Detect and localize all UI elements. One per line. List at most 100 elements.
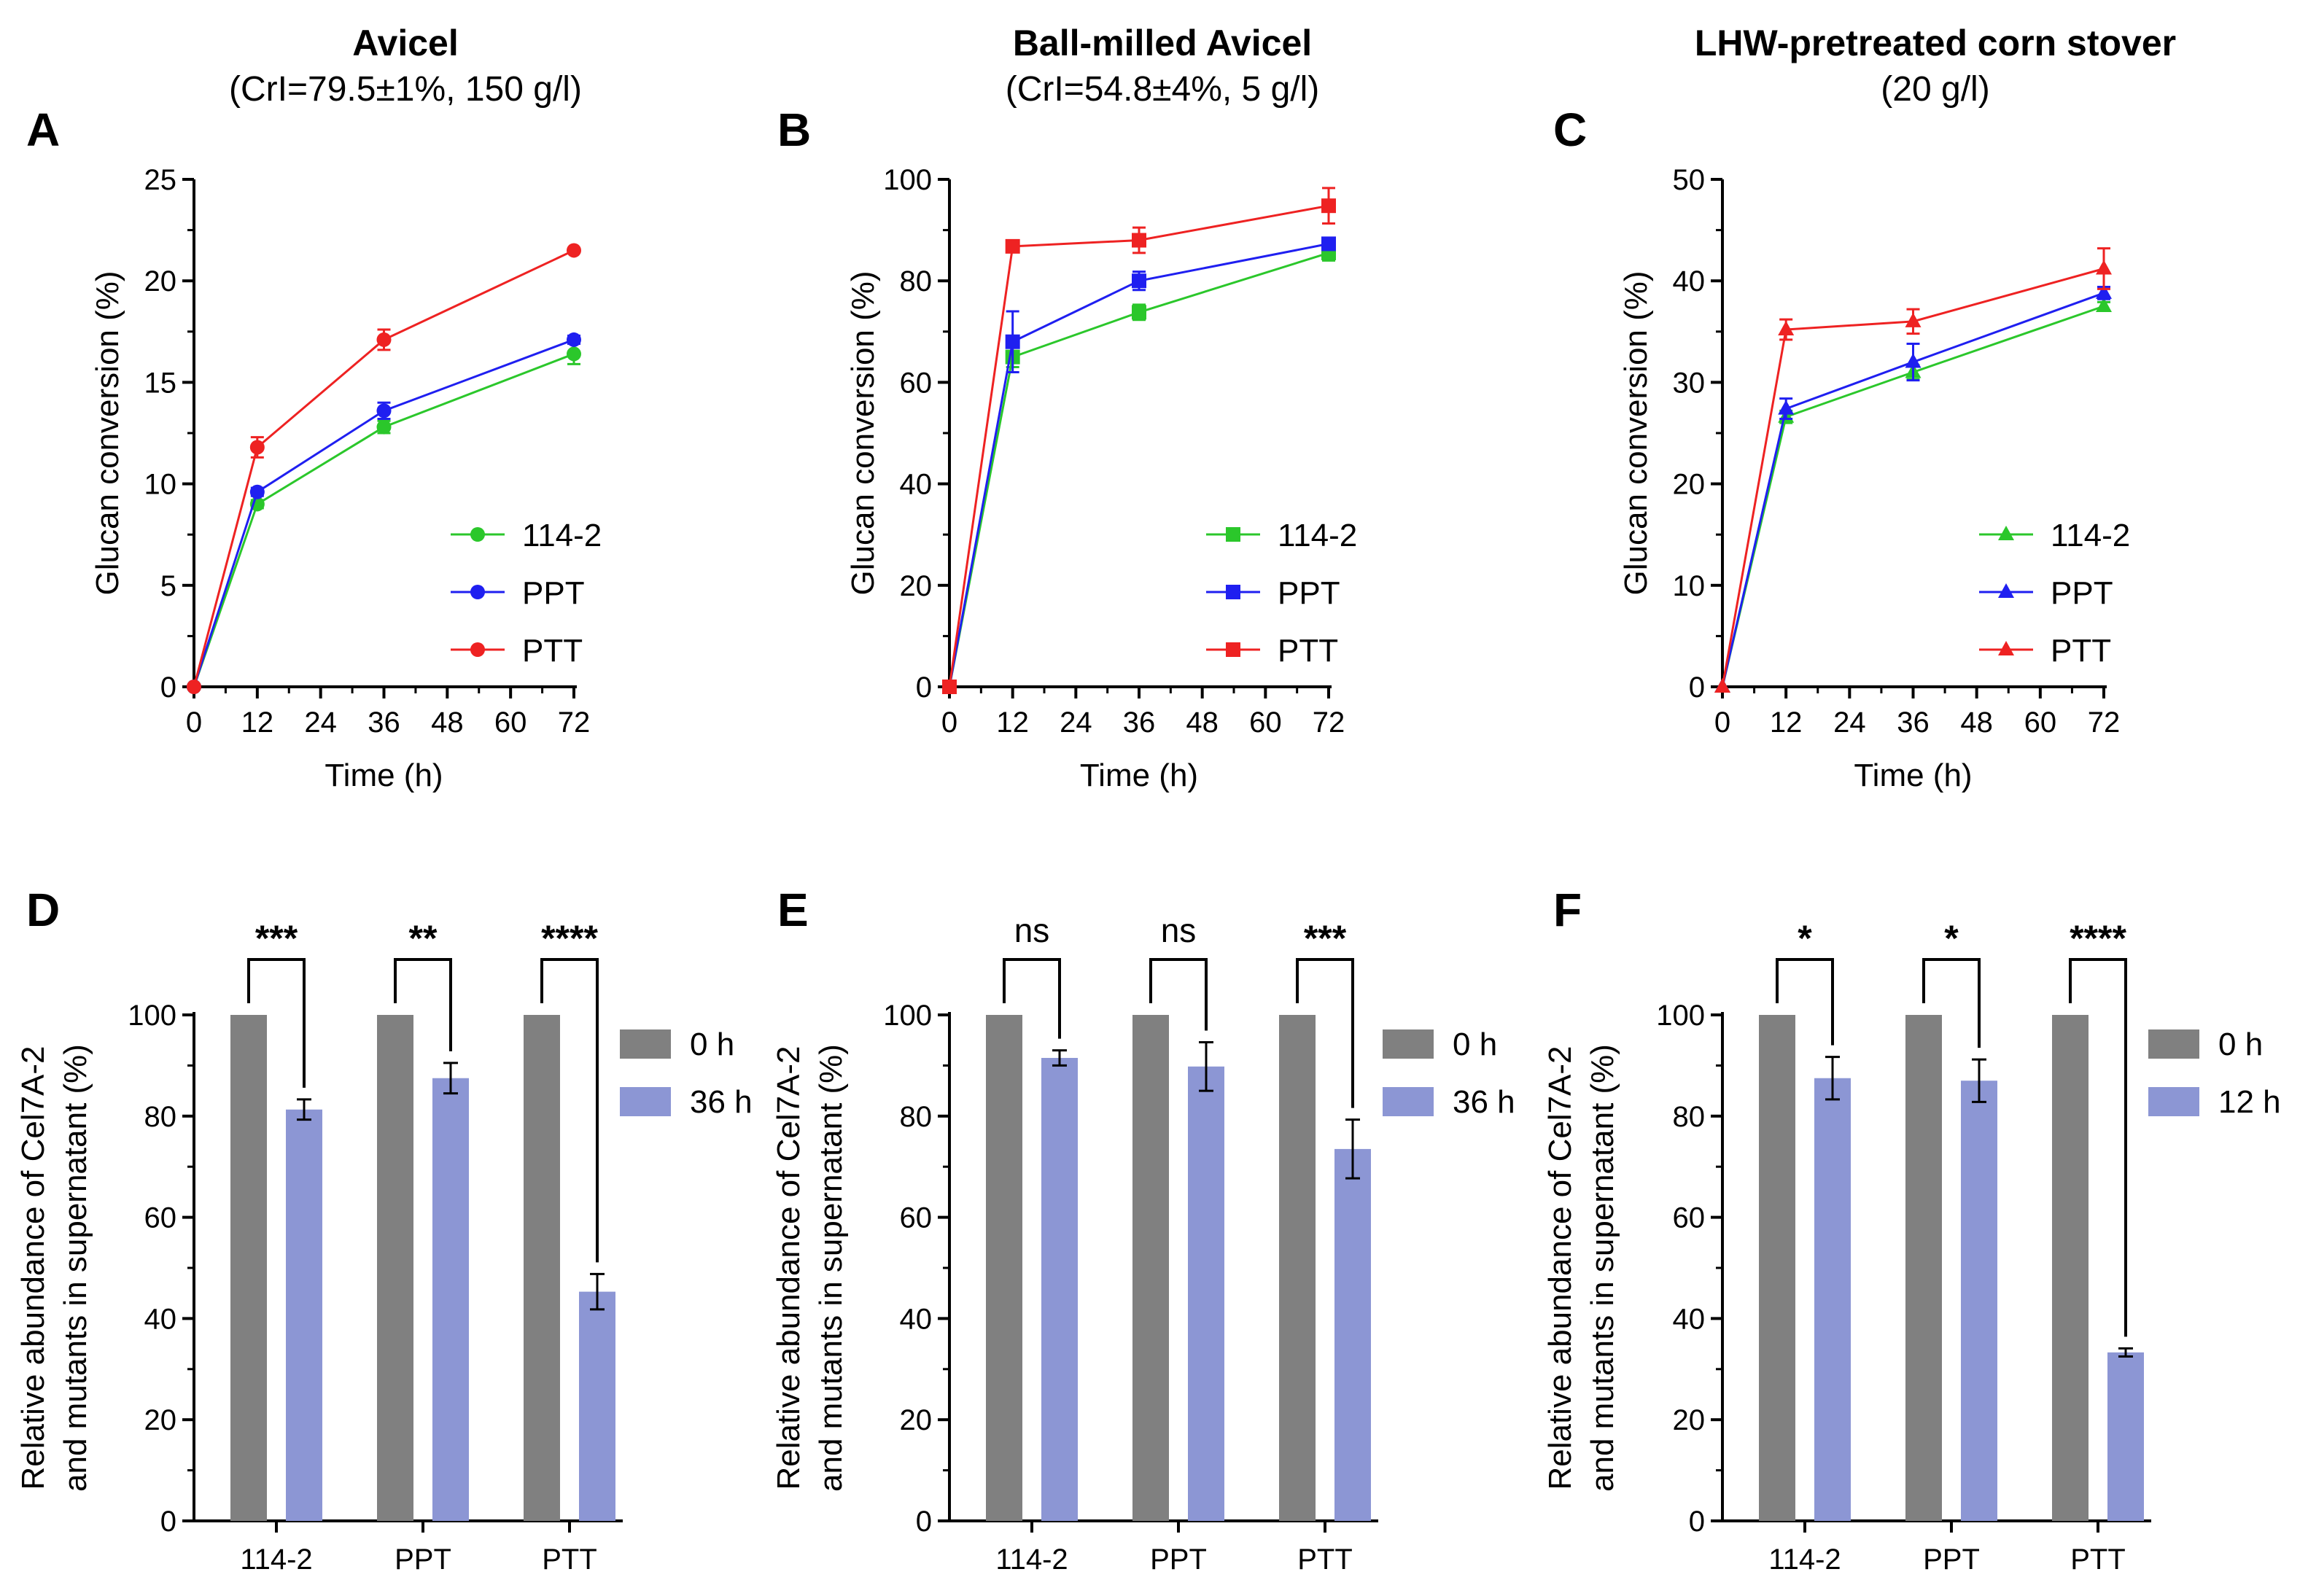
x-tick-label: 72 — [2088, 706, 2121, 739]
y-axis-label-line1: Relative abundance of Cel7A-2 — [15, 1046, 51, 1490]
series-ppt: PPT — [942, 236, 1340, 694]
x-tick-label: 0 — [186, 706, 202, 739]
y-tick-label: 100 — [1656, 1000, 1705, 1032]
legend-marker — [1226, 527, 1240, 542]
bar — [524, 1015, 560, 1521]
y-tick-label: 60 — [900, 1202, 933, 1234]
bar-group-ptt: PTT *** — [1279, 918, 1371, 1576]
bar — [377, 1015, 413, 1521]
panel-b: Ball-milled Avicel (CrI=54.8±4%, 5 g/l) B 0… — [777, 23, 1357, 793]
bar — [1814, 1078, 1851, 1521]
y-tick-label: 0 — [160, 672, 176, 704]
y-tick-label: 40 — [144, 1303, 177, 1335]
bar — [432, 1078, 469, 1521]
x-tick-label: PPT — [1923, 1544, 1980, 1576]
y-tick-label: 40 — [900, 469, 933, 501]
y-tick-label: 40 — [1673, 265, 1706, 297]
legend-label: 114-2 — [1278, 518, 1357, 553]
significance-label: ns — [1014, 911, 1050, 949]
data-point — [1321, 236, 1336, 252]
significance-bracket — [540, 958, 599, 1263]
y-tick-label: 20 — [1673, 469, 1706, 501]
y-tick-label: 0 — [916, 1506, 932, 1538]
significance-label: * — [1944, 918, 1959, 959]
panel-subtitle: (CrI=54.8±4%, 5 g/l) — [1006, 70, 1320, 109]
series-ptt: PTT — [187, 243, 583, 694]
data-point — [1005, 238, 1020, 254]
x-axis-label: Time (h) — [325, 758, 443, 793]
y-tick-label: 60 — [900, 367, 933, 399]
x-axis-label: Time (h) — [1080, 758, 1198, 793]
y-tick-label: 0 — [1689, 1506, 1705, 1538]
legend-label: PTT — [522, 633, 583, 669]
panel-letter: A — [26, 104, 60, 156]
panel-letter: E — [777, 884, 809, 936]
x-tick-label: 24 — [1060, 706, 1092, 739]
bar-group-ptt: PTT **** — [524, 918, 615, 1576]
data-point — [2096, 297, 2112, 312]
x-tick-label: 60 — [1249, 706, 1282, 739]
y-tick-label: 0 — [916, 672, 932, 704]
bar-group-ppt: PPT ns — [1132, 911, 1224, 1576]
y-tick-label: 20 — [144, 265, 177, 297]
significance-label: ns — [1161, 911, 1197, 949]
data-point — [376, 403, 392, 419]
y-axis-label-line2: and mutants in supernatant (%) — [58, 1044, 93, 1492]
y-axis-label: Glucan conversion (%) — [1618, 270, 1654, 595]
x-tick-label: 60 — [2024, 706, 2057, 739]
bar — [1132, 1015, 1169, 1521]
panel-subtitle: (20 g/l) — [1881, 70, 1989, 109]
legend-swatch — [2148, 1087, 2199, 1116]
data-point — [2096, 260, 2112, 275]
significance-label: * — [1798, 918, 1812, 959]
legend-swatch — [2148, 1029, 2199, 1059]
legend-swatch — [1383, 1029, 1434, 1059]
legend-label: 36 h — [690, 1084, 753, 1120]
data-point — [1778, 321, 1795, 336]
series-114-2: 114-2 — [187, 343, 602, 694]
y-tick-label: 80 — [900, 1101, 933, 1133]
x-tick-label: 12 — [996, 706, 1029, 739]
legend-label: PPT — [522, 575, 585, 611]
significance-bracket — [247, 958, 306, 1088]
x-tick-label: 0 — [941, 706, 957, 739]
series-ppt: PPT — [187, 332, 585, 694]
panel-d: D 0 20 40 60 80 100 Relative abundance of Cel7A… — [15, 884, 753, 1576]
significance-bracket — [2069, 958, 2127, 1337]
legend-marker — [1998, 583, 2014, 598]
legend-swatch — [620, 1029, 671, 1059]
series-line — [193, 353, 575, 688]
y-tick-label: 20 — [1673, 1404, 1706, 1436]
panel-title: LHW-pretreated corn stover — [1695, 23, 2176, 63]
x-tick-label: 114-2 — [240, 1544, 312, 1576]
series-line — [193, 249, 575, 688]
y-axis-label-line1: Relative abundance of Cel7A-2 — [1542, 1046, 1578, 1490]
y-tick-label: 100 — [883, 1000, 932, 1032]
series-ppt: PPT — [1714, 284, 2113, 693]
panel-a: Avicel (CrI=79.5±1%, 150 g/l) A 0 5 10 15 20 25 0… — [26, 23, 602, 793]
y-tick-label: 80 — [900, 265, 933, 297]
y-axis-label: Glucan conversion (%) — [90, 270, 125, 595]
significance-bracket — [1296, 958, 1354, 1108]
series-line — [948, 242, 1329, 688]
bar — [1041, 1057, 1078, 1521]
legend-marker — [1998, 641, 2014, 655]
data-point — [2096, 284, 2112, 299]
significance-label: **** — [2070, 918, 2126, 959]
data-point — [376, 419, 392, 435]
legend-label: PPT — [2051, 575, 2113, 611]
legend-label: PPT — [1278, 575, 1340, 611]
panel-title: Avicel — [352, 23, 458, 63]
series-line — [193, 338, 575, 688]
x-tick-label: 12 — [241, 706, 274, 739]
y-tick-label: 50 — [1673, 164, 1706, 196]
legend-label: 12 h — [2218, 1084, 2281, 1120]
y-tick-label: 0 — [160, 1506, 176, 1538]
y-tick-label: 20 — [900, 570, 933, 602]
data-point — [1132, 233, 1146, 248]
bar-group-114-2: 114-2 * — [1759, 918, 1851, 1576]
x-tick-label: 72 — [558, 706, 591, 739]
y-tick-label: 5 — [160, 570, 176, 602]
y-tick-label: 20 — [900, 1404, 933, 1436]
